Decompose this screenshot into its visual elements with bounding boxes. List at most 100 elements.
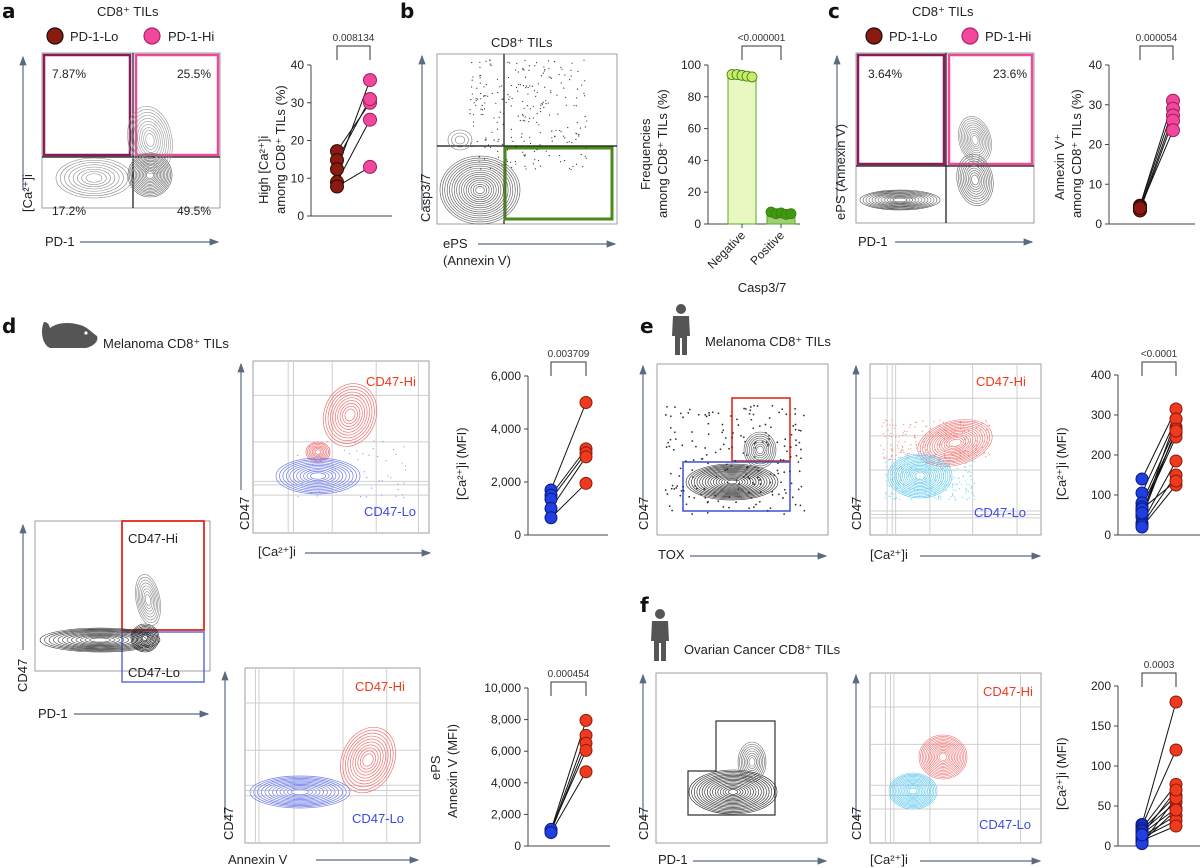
data-point-high [579,396,593,409]
gate-lo-label: CD47-Lo [128,665,180,680]
contour-line [895,459,945,493]
y-axis-label: CD47 [15,659,30,692]
contour-line [75,634,125,646]
contour-line [257,778,343,806]
contour-cloud [249,726,396,809]
contour-line [137,162,163,188]
y-tick-label: 10,000 [484,681,521,695]
gate-annexin-pos [503,146,614,221]
y-tick-label: 10 [291,171,305,185]
y-tick-label: 40 [1089,58,1103,72]
contour-line [468,179,492,201]
y-axis-label: [Ca²⁺]i [20,174,35,212]
flow-plot-c: 3.64% 23.6% ePS (Annexin V) PD-1 [833,52,1035,249]
paired-c-ylabel-1: Annexin V⁺ [1052,134,1067,200]
contour-line [314,449,322,455]
contour-line [357,747,379,773]
contour-line [889,455,951,497]
contour-line [883,195,917,205]
contour-line [737,741,767,783]
p-value-label: 0.008134 [333,33,375,44]
contour-line [285,462,351,490]
y-tick-label: 200 [1091,679,1111,693]
contour-line [71,633,129,646]
contour-line [890,773,936,809]
contour-line [322,383,378,447]
y-tick-label: 30 [291,96,305,110]
contour-line [967,128,983,152]
contour-line [130,155,170,195]
contour-line [134,159,166,191]
panel-b-title: CD8⁺ TILs [491,35,553,50]
contour-line [145,594,151,606]
contour-line [449,163,511,217]
y-tick-label: 300 [1091,408,1111,422]
data-point-high [1169,424,1183,438]
panel-label-b: b [400,0,414,23]
contour-line [714,782,752,802]
contour-line [740,746,764,778]
contour-line [938,753,948,761]
panel-e: e Melanoma CD8⁺ TILs CD47 TOX CD47-Hi CD… [636,304,1200,562]
contour-line [880,194,920,206]
contour-line [283,786,317,798]
contour-line [699,774,767,810]
contour-line [721,477,743,487]
contour-line [139,582,157,618]
contour-line [451,132,469,148]
panel-f: f Ovarian Cancer CD8⁺ TILs CD47 PD-1 CD4… [636,593,1200,867]
paired-plot-d-eps: 0 2,000 4,000 6,000 8,000 10,000 0.000454 [484,669,610,853]
contour-line [688,464,776,500]
contour-line [970,133,980,147]
panel-label-d: d [2,314,16,338]
y-tick-label: 150 [1091,719,1111,733]
contour-line [290,788,310,796]
cd47-hi-label: CD47-Hi [976,374,1026,389]
contour-line [968,130,982,150]
contour-line [902,463,938,489]
contour-line [693,772,773,812]
contour-line [961,160,989,200]
flow-gate-plot-f: CD47 PD-1 [636,672,828,867]
y-tick-label: 0 [694,217,701,231]
x-tick-label: Positive [748,228,788,268]
y-tick-label: 0 [514,839,521,853]
contour-line [743,431,777,469]
contour-line [899,780,927,802]
contour-line [139,632,151,644]
contour-line [893,457,947,495]
cd47-hi-label: CD47-Hi [366,374,416,389]
gate-hi-label: CD47-Hi [128,531,178,546]
y-tick-label: 400 [1091,368,1111,382]
contour-line [712,781,754,803]
contour-line [701,776,765,808]
contour-line [310,472,326,480]
contour-line [709,780,757,804]
gate-cd47-hi [121,520,205,631]
contour-line [704,777,762,807]
significance-bracket [1139,45,1174,60]
contour-line [84,636,116,644]
contour-line [77,168,111,188]
paired-plot-e: 0 100 200 300 400 <0.0001 [1091,349,1200,542]
contour-line [57,631,143,649]
quadrant-ur-value: 25.5% [177,67,211,81]
y-tick-label: 6,000 [491,744,521,758]
contour-line [904,465,936,487]
gate-cd47-hi [731,397,791,462]
contour-line [442,157,518,223]
contour-line [349,738,387,782]
panel-e-title: Melanoma CD8⁺ TILs [705,334,831,349]
x-axis-label: [Ca²⁺]i [870,852,908,867]
flow-overlay-plot-d1: CD47-Hi CD47-Lo CD47 [Ca²⁺]i [237,360,432,559]
legend-pd1-lo-marker [46,27,64,45]
y-tick-label: 200 [1091,448,1111,462]
contour-line [334,397,366,433]
legend-pd1-lo-marker [865,27,883,45]
contour-line [299,467,337,485]
contour-line [451,165,509,215]
pair-link [1141,430,1177,514]
x-axis-label: ePS [443,236,468,251]
contour-line [971,174,979,186]
